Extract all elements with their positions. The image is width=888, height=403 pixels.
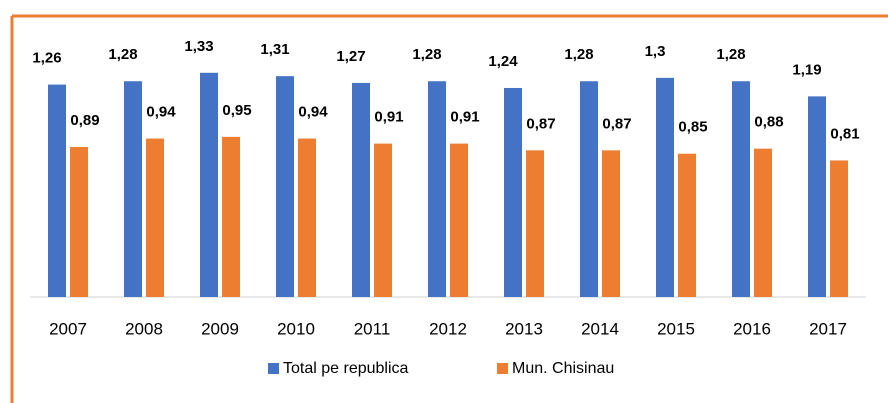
- bar: [754, 148, 772, 297]
- data-label: 0,91: [450, 109, 479, 126]
- bar: [504, 87, 522, 297]
- data-label: 1,19: [792, 61, 821, 78]
- legend-label: Total pe republica: [283, 360, 409, 377]
- bar: [222, 136, 240, 297]
- bar: [450, 143, 468, 297]
- bar: [276, 76, 294, 298]
- data-label: 0,87: [602, 115, 631, 132]
- bar: [428, 81, 446, 297]
- data-label: 1,27: [336, 48, 365, 65]
- bar: [602, 150, 620, 297]
- bar: [526, 150, 544, 297]
- bar: [70, 146, 88, 297]
- bar: [580, 81, 598, 297]
- x-tick-label: 2010: [277, 319, 315, 338]
- data-label: 0,89: [70, 112, 99, 129]
- data-label: 0,94: [298, 104, 328, 121]
- bar: [146, 138, 164, 297]
- legend-swatch: [268, 363, 279, 374]
- bar: [656, 77, 674, 297]
- bar: [678, 153, 696, 297]
- x-tick-label: 2017: [809, 319, 847, 338]
- bar: [732, 81, 750, 297]
- data-label: 1,28: [716, 46, 745, 63]
- x-tick-label: 2009: [201, 319, 239, 338]
- data-label: 0,94: [146, 104, 176, 121]
- bar: [830, 160, 848, 297]
- x-tick-label: 2015: [657, 319, 695, 338]
- data-label: 1,3: [645, 43, 666, 60]
- data-label: 0,95: [222, 102, 251, 119]
- data-label: 1,28: [108, 46, 137, 63]
- bar: [374, 143, 392, 297]
- x-tick-label: 2011: [354, 319, 391, 338]
- data-label: 1,28: [412, 46, 441, 63]
- legend-swatch: [497, 363, 508, 374]
- bar: [352, 82, 370, 298]
- x-tick-label: 2016: [733, 319, 771, 338]
- x-tick-label: 2013: [505, 319, 543, 338]
- x-tick-label: 2012: [429, 319, 467, 338]
- bar: [200, 72, 218, 297]
- data-label: 1,26: [32, 50, 61, 67]
- data-label: 1,33: [184, 38, 213, 55]
- data-label: 1,31: [260, 41, 289, 58]
- x-tick-label: 2007: [49, 319, 87, 338]
- data-label: 0,88: [754, 114, 783, 131]
- data-label: 0,85: [678, 119, 707, 136]
- data-label: 0,87: [526, 115, 555, 132]
- data-label: 0,81: [830, 125, 859, 142]
- bar: [808, 96, 826, 298]
- data-label: 1,28: [564, 46, 593, 63]
- x-tick-label: 2014: [581, 319, 619, 338]
- data-label: 0,91: [374, 109, 403, 126]
- data-label: 1,24: [488, 53, 518, 70]
- bar: [124, 81, 142, 297]
- legend-label: Mun. Chisinau: [512, 360, 614, 377]
- x-tick-label: 2008: [125, 319, 163, 338]
- bar: [48, 84, 66, 297]
- bar: [298, 138, 316, 297]
